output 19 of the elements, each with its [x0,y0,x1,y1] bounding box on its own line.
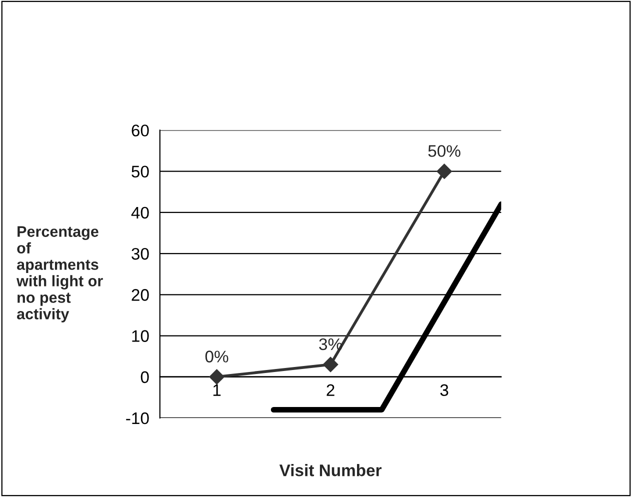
point [436,164,452,179]
y-tick-label: 10 [132,330,149,342]
x-tick-label: 1 [213,384,221,396]
y-tick-label: 40 [131,206,149,219]
y-tick-label: 20 [132,289,149,301]
data-label: 0% [205,350,228,362]
y-tick-label: 60 [132,124,149,136]
y-tick-label: 50 [132,166,149,178]
y-axis-title: Percentage of apartments with light or no pest activity [16,226,103,322]
x-axis-title: Visit Number [279,464,382,476]
data-label: 50% [428,145,460,157]
y-tick-label: 0 [140,371,149,384]
x-tick-label: 2 [326,384,334,396]
x-tick-label: 3 [440,384,448,396]
point [209,369,224,384]
y-tick-label: 30 [132,248,149,260]
point [322,356,338,372]
data-label: 3% [319,338,342,350]
y-tick-label: -10 [126,412,149,424]
